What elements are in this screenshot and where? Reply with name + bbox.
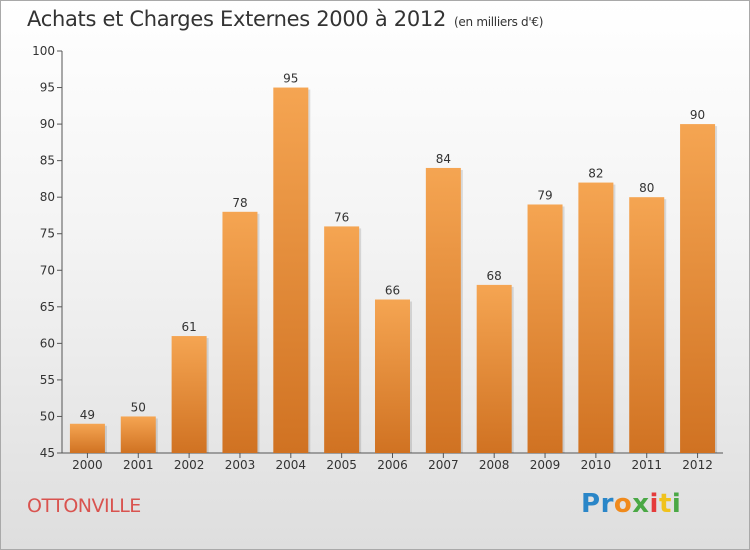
y-tick-label: 75 — [40, 227, 55, 241]
y-tick-label: 70 — [40, 263, 55, 277]
bar-value-label: 49 — [80, 408, 95, 422]
bar — [680, 124, 716, 453]
bar — [120, 416, 156, 453]
proxiti-logo: Proxiti — [581, 489, 681, 519]
chart-title-text: Achats et Charges Externes 2000 à 2012 — [27, 7, 447, 31]
bar-value-label: 80 — [639, 181, 654, 195]
y-tick-label: 50 — [40, 409, 55, 423]
x-tick-label: 2001 — [123, 458, 154, 472]
bar — [375, 299, 410, 453]
town-name: OTTONVILLE — [27, 495, 141, 517]
bar — [527, 204, 563, 453]
bar-value-label: 90 — [690, 108, 705, 122]
y-tick-label: 55 — [40, 373, 55, 387]
chart-title: Achats et Charges Externes 2000 à 2012 (e… — [27, 7, 543, 31]
logo-letter: P — [581, 489, 601, 519]
bar — [222, 211, 258, 453]
bar-value-label: 76 — [334, 210, 349, 224]
bar — [578, 182, 614, 453]
logo-letter: i — [649, 489, 659, 519]
x-tick-label: 2004 — [276, 458, 307, 472]
bar-value-label: 61 — [181, 320, 196, 334]
logo-letter: r — [600, 489, 614, 519]
x-tick-label: 2012 — [682, 458, 713, 472]
bar-value-label: 79 — [537, 188, 552, 202]
bar — [425, 167, 461, 454]
bar-value-label: 68 — [487, 269, 502, 283]
x-tick-label: 2005 — [326, 458, 357, 472]
bar — [171, 336, 207, 453]
bar — [629, 197, 665, 453]
chart-subtitle: (en milliers d'€) — [454, 15, 544, 29]
bar-value-label: 78 — [232, 196, 247, 210]
bar-value-label: 82 — [588, 167, 603, 181]
x-tick-label: 2007 — [428, 458, 459, 472]
x-tick-label: 2010 — [581, 458, 612, 472]
logo-letter: o — [613, 489, 633, 519]
y-tick-label: 80 — [40, 190, 55, 204]
x-tick-label: 2000 — [72, 458, 103, 472]
x-tick-label: 2011 — [631, 458, 662, 472]
logo-letter: t — [658, 489, 672, 519]
y-tick-label: 60 — [40, 336, 55, 350]
logo-letter: x — [632, 489, 650, 519]
y-tick-label: 65 — [40, 300, 55, 314]
x-tick-label: 2003 — [225, 458, 256, 472]
bar — [273, 87, 309, 453]
x-tick-label: 2006 — [377, 458, 408, 472]
bar — [476, 284, 512, 453]
logo-letter: i — [671, 489, 682, 519]
bar — [324, 226, 360, 453]
bar-value-label: 84 — [436, 152, 451, 166]
y-tick-label: 45 — [40, 446, 55, 460]
x-tick-label: 2009 — [530, 458, 561, 472]
bar-value-label: 50 — [131, 400, 146, 414]
x-tick-label: 2002 — [174, 458, 205, 472]
y-tick-label: 90 — [40, 117, 55, 131]
y-tick-label: 95 — [40, 81, 55, 95]
y-tick-label: 100 — [32, 44, 55, 58]
bar-value-label: 95 — [283, 72, 298, 86]
bar — [69, 423, 105, 453]
x-tick-label: 2008 — [479, 458, 510, 472]
y-tick-label: 85 — [40, 154, 55, 168]
bar-value-label: 66 — [385, 284, 400, 298]
